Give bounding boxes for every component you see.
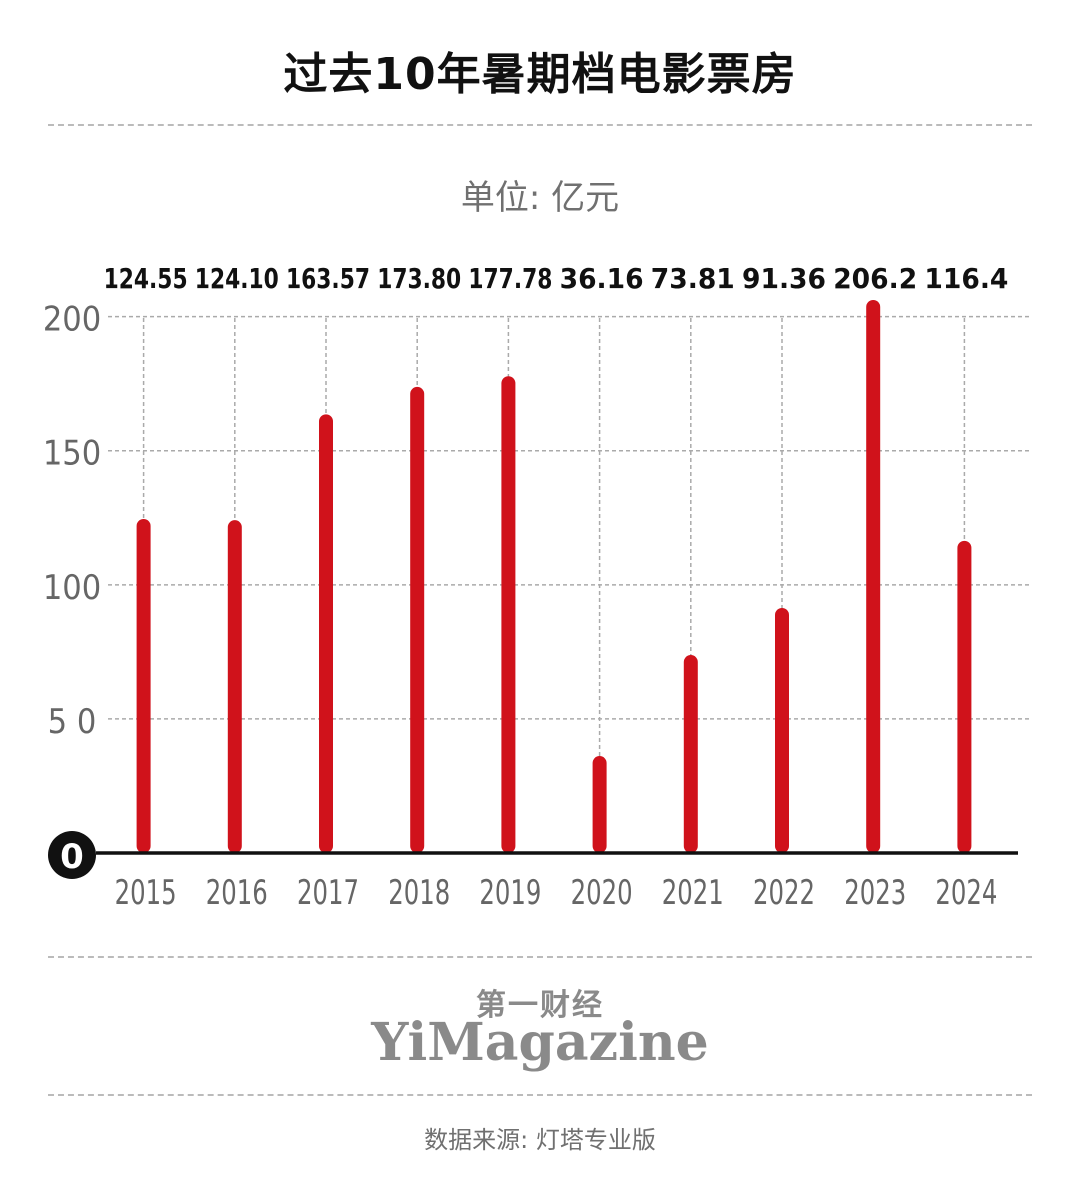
chart-title: 过去10年暑期档电影票房: [283, 49, 797, 100]
bar: [592, 756, 607, 853]
unit-label: 单位: 亿元: [460, 178, 620, 218]
bar: [957, 540, 972, 853]
bar-value-label: 173.80: [377, 262, 461, 295]
bar: [319, 414, 333, 853]
bar-value-label: 163.57: [286, 262, 370, 295]
top-divider: [48, 124, 1032, 126]
bar-value-label: 124.10: [195, 262, 279, 295]
bar-value-label: 177.78: [468, 262, 552, 295]
bar-value-label: 36.16: [560, 262, 644, 295]
zero-badge: [48, 831, 96, 879]
bar-value-label: 116.4: [924, 262, 1008, 295]
bar-value-label: 206.2: [833, 262, 917, 295]
y-tick-label: 100: [43, 568, 101, 608]
y-tick-label: 200: [43, 300, 101, 340]
bar: [136, 518, 151, 853]
bar: [410, 386, 425, 853]
brand-logo-text: YiMagazine: [371, 1012, 709, 1073]
bar: [866, 300, 881, 853]
x-tick-label: 2020: [571, 873, 633, 913]
bar: [501, 376, 516, 853]
x-tick-label: 2024: [935, 873, 997, 913]
data-source: 数据来源: 灯塔专业版: [424, 1126, 656, 1154]
bar-value-label: 124.55: [104, 262, 188, 295]
x-tick-label: 2015: [115, 873, 177, 913]
middle-divider: [48, 956, 1032, 958]
bar: [227, 520, 242, 853]
bar-value-label: 91.36: [742, 262, 826, 295]
bar: [775, 607, 789, 853]
y-tick-label: 0: [60, 837, 84, 877]
x-tick-label: 2021: [662, 873, 724, 913]
y-tick-label: 5 0: [48, 702, 97, 742]
x-tick-label: 2022: [753, 873, 815, 913]
x-tick-label: 2019: [479, 873, 541, 913]
bar-chart: 05 0100150200124.552015124.102016163.572…: [43, 262, 1032, 913]
brand-chinese-name: 第一财经: [476, 988, 604, 1023]
x-tick-label: 2023: [844, 873, 906, 913]
x-tick-label: 2016: [206, 873, 268, 913]
y-tick-label: 150: [43, 434, 101, 474]
x-tick-label: 2017: [297, 873, 359, 913]
bar-value-label: 73.81: [651, 262, 735, 295]
bar: [683, 655, 698, 853]
x-tick-label: 2018: [388, 873, 450, 913]
bottom-divider: [48, 1094, 1032, 1096]
